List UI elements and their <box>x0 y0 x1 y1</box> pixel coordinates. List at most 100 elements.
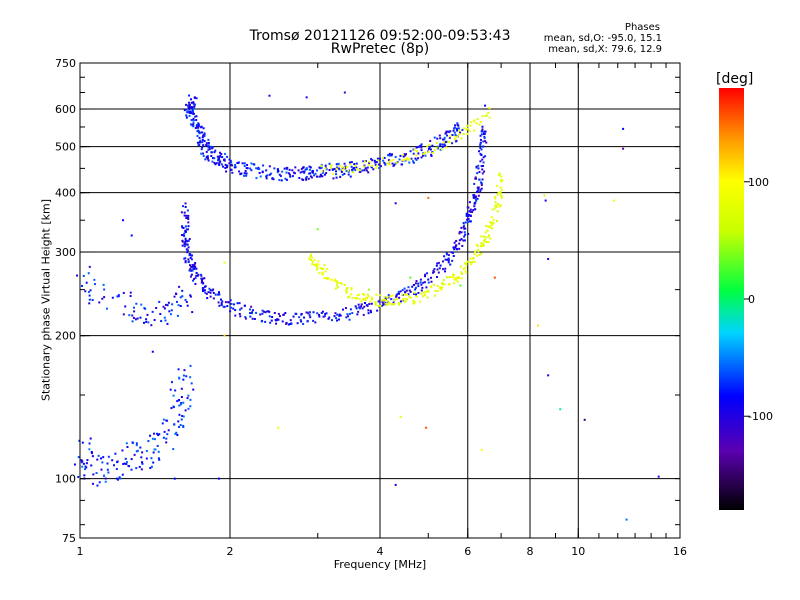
echo-point <box>182 378 185 381</box>
echo-point <box>180 211 183 214</box>
echo-point <box>129 291 132 294</box>
echo-point <box>195 115 198 118</box>
echo-point <box>238 312 241 315</box>
echo-point <box>203 140 206 143</box>
echo-point <box>433 294 436 297</box>
echo-point <box>385 299 388 302</box>
echo-point <box>354 305 357 308</box>
echo-point <box>198 136 201 139</box>
echo-point <box>202 152 205 155</box>
echo-point <box>308 168 311 171</box>
echo-point <box>357 293 360 296</box>
echo-point <box>490 222 493 225</box>
echo-point <box>188 107 191 110</box>
echo-point <box>452 255 455 258</box>
echo-point <box>230 302 233 305</box>
echo-point <box>412 299 415 302</box>
echo-point <box>197 144 200 147</box>
echo-point <box>186 209 189 212</box>
echo-point <box>355 297 358 300</box>
echo-point <box>132 306 135 309</box>
echo-point <box>495 206 498 209</box>
echo-point <box>262 310 265 313</box>
echo-point <box>467 218 470 221</box>
echo-point <box>379 304 382 307</box>
echo-point <box>201 146 204 149</box>
echo-point <box>382 302 385 305</box>
echo-point <box>338 314 341 317</box>
echo-point <box>168 310 171 313</box>
echo-point <box>311 169 314 172</box>
echo-point <box>398 296 401 299</box>
echo-point <box>323 315 326 318</box>
echo-point <box>381 156 384 159</box>
echo-point <box>106 468 109 471</box>
echo-point <box>408 161 411 164</box>
echo-point <box>119 477 122 480</box>
echo-point <box>354 169 357 172</box>
echo-point <box>382 303 385 306</box>
echo-point <box>294 166 297 169</box>
echo-point <box>467 220 470 223</box>
echo-point <box>135 450 138 453</box>
echo-point <box>334 287 337 290</box>
echo-point <box>316 169 319 172</box>
echo-point <box>277 169 280 172</box>
echo-point <box>85 281 88 284</box>
echo-point <box>244 316 247 319</box>
echo-point <box>496 210 499 213</box>
echo-point <box>491 208 494 211</box>
echo-point <box>94 283 97 286</box>
echo-point <box>89 289 92 292</box>
echo-point <box>383 296 386 299</box>
echo-point <box>98 301 101 304</box>
echo-point <box>479 134 482 137</box>
echo-point <box>445 146 448 149</box>
echo-point <box>298 176 301 179</box>
echo-point <box>382 159 385 162</box>
echo-point <box>305 178 308 181</box>
echo-point <box>139 446 142 449</box>
echo-point <box>442 138 445 141</box>
echo-point <box>404 290 407 293</box>
echo-point <box>165 437 168 440</box>
echo-point <box>125 461 128 464</box>
echo-point <box>250 162 253 165</box>
echo-point <box>481 168 484 171</box>
echo-point <box>187 261 190 264</box>
echo-point <box>272 178 275 181</box>
echo-point <box>457 277 460 280</box>
echo-point <box>360 300 363 303</box>
echo-point <box>441 143 444 146</box>
echo-point <box>429 139 432 142</box>
echo-point <box>339 314 342 317</box>
echo-point <box>343 284 346 287</box>
echo-point <box>378 301 381 304</box>
echo-point <box>435 276 438 279</box>
y-tick-label: 75 <box>62 532 76 545</box>
echo-point <box>444 140 447 143</box>
echo-point <box>488 107 491 110</box>
echo-point <box>327 317 330 320</box>
echo-point <box>362 298 365 301</box>
echo-point <box>288 168 291 171</box>
echo-point <box>477 194 480 197</box>
echo-point <box>482 235 485 238</box>
echo-point <box>472 194 475 197</box>
echo-point <box>466 260 469 263</box>
echo-point <box>135 467 138 470</box>
echo-point <box>277 312 280 315</box>
echo-point <box>182 426 185 429</box>
echo-point <box>462 132 465 135</box>
echo-point <box>189 398 192 401</box>
echo-point <box>162 305 165 308</box>
echo-point <box>371 298 374 301</box>
echo-point <box>187 225 190 228</box>
echo-point <box>264 320 267 323</box>
echo-point <box>361 292 364 295</box>
echo-point <box>427 278 430 281</box>
echo-point <box>482 156 485 159</box>
echo-point <box>343 162 346 165</box>
echo-point <box>444 258 447 261</box>
echo-point <box>191 311 194 314</box>
